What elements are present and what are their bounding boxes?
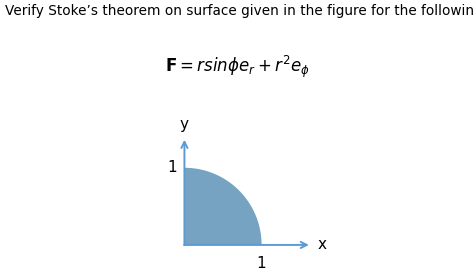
Text: $\mathbf{F} = rsin\phi e_r + r^2e_\phi$: $\mathbf{F} = rsin\phi e_r + r^2e_\phi$ bbox=[165, 54, 309, 80]
Text: 1: 1 bbox=[167, 160, 177, 175]
Text: y: y bbox=[180, 117, 189, 131]
Text: Verify Stoke’s theorem on surface given in the figure for the following function: Verify Stoke’s theorem on surface given … bbox=[5, 4, 474, 18]
Text: x: x bbox=[317, 237, 326, 252]
Text: 1: 1 bbox=[257, 256, 266, 270]
Polygon shape bbox=[184, 168, 262, 245]
